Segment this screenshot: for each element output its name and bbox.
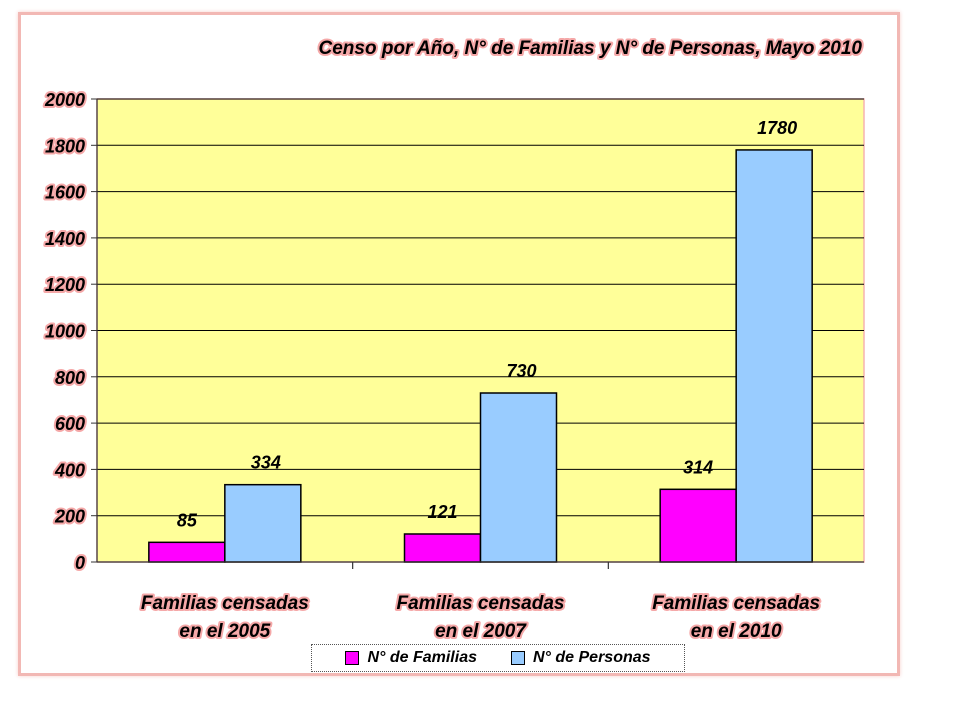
x-tick-label: Familias censadas	[397, 593, 565, 614]
data-label: 730	[506, 361, 536, 381]
y-tick-label: 1200	[45, 275, 85, 295]
axes	[91, 98, 864, 569]
data-label: 1780	[757, 118, 797, 138]
legend-item-personas: N° de Personas	[510, 649, 651, 667]
y-tick-label: 1600	[45, 183, 85, 203]
legend-swatch-personas	[510, 651, 525, 665]
legend-label-familias: N° de Familias	[367, 649, 477, 666]
data-label: 334	[251, 453, 281, 473]
bar	[403, 533, 482, 563]
y-tick-label: 400	[54, 460, 85, 480]
labels: 0 200 400 600 800 1000 1200 1400 1600 1800 2000 85 3…	[42, 88, 822, 644]
y-tick-label: 0	[75, 553, 85, 573]
legend-item-familias: N° de Familias	[345, 649, 477, 667]
y-tick-label: 600	[55, 414, 85, 434]
x-tick-label: en el 2007	[435, 621, 527, 642]
x-tick-label: Familias censadas	[141, 593, 309, 614]
legend-swatch-familias	[345, 651, 360, 665]
y-tick-label: 1800	[45, 136, 85, 156]
bar	[224, 483, 302, 563]
bars	[148, 149, 813, 563]
y-tick-label: 1400	[45, 229, 85, 249]
data-label: 314	[683, 457, 713, 477]
bar	[479, 392, 558, 563]
data-label: 85	[177, 510, 198, 530]
bar	[659, 488, 737, 563]
x-tick-label: en el 2010	[691, 621, 782, 642]
y-tick-label: 2000	[44, 90, 85, 110]
y-tick-label: 800	[55, 368, 85, 388]
x-tick-label: en el 2005	[179, 621, 270, 642]
legend: N° de Familias N° de Personas	[311, 644, 685, 672]
y-tick-label: 200	[54, 507, 85, 527]
x-tick-label: Familias censadas	[652, 593, 820, 614]
bar	[735, 149, 813, 563]
bar	[148, 541, 226, 563]
data-label: 121	[427, 502, 457, 522]
legend-label-personas: N° de Personas	[532, 649, 651, 666]
chart-title: Censo por Año, N° de Familias y N° de Pe…	[319, 38, 863, 59]
y-tick-label: 1000	[45, 322, 85, 342]
